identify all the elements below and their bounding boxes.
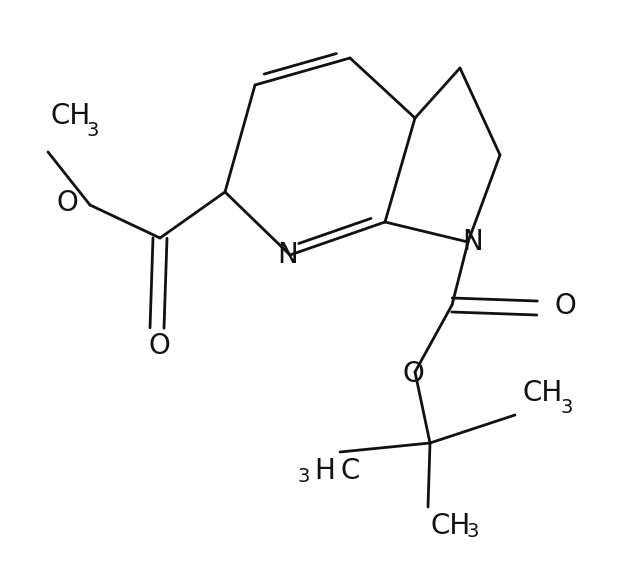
Text: O: O (402, 360, 424, 388)
Text: CH: CH (50, 102, 90, 130)
Text: CH: CH (523, 379, 563, 407)
Text: 3: 3 (86, 121, 99, 140)
Text: N: N (278, 241, 298, 269)
Text: CH: CH (430, 512, 470, 540)
Text: C: C (340, 457, 360, 485)
Text: O: O (56, 189, 78, 217)
Text: O: O (148, 332, 170, 360)
Text: H: H (314, 457, 335, 485)
Text: N: N (463, 228, 483, 256)
Text: O: O (555, 292, 577, 320)
Text: 3: 3 (298, 467, 310, 486)
Text: 3: 3 (466, 522, 478, 541)
Text: 3: 3 (561, 398, 573, 417)
